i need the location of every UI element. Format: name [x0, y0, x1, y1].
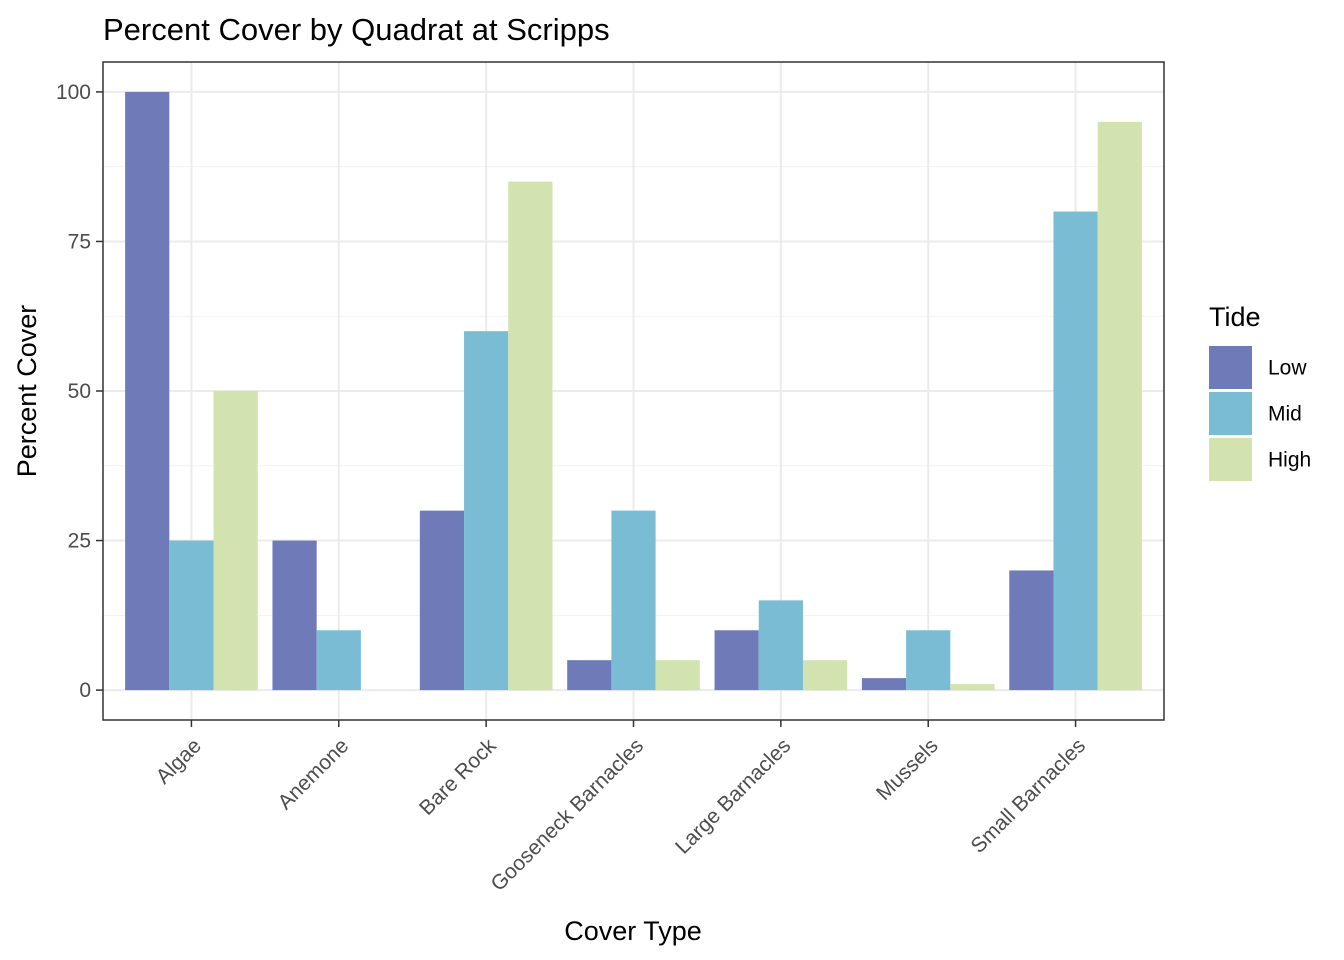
y-axis-title: Percent Cover [12, 305, 42, 478]
y-tick-label: 100 [56, 81, 91, 104]
bar-high-large-barnacles [802, 660, 848, 691]
x-axis-title: Cover Type [564, 916, 702, 946]
legend-label-low: Low [1268, 357, 1307, 380]
legend: Tide Low Mid High [1209, 302, 1311, 481]
chart-title: Percent Cover by Quadrat at Scripps [103, 12, 610, 47]
bar-low-bare-rock [419, 510, 465, 691]
bar-low-anemone [272, 540, 317, 691]
bar-high-bare-rock [508, 181, 553, 691]
bar-mid-large-barnacles [758, 600, 803, 691]
y-tick-label: 25 [68, 530, 91, 553]
y-axis: 0 25 50 75 100 [56, 81, 103, 702]
bar-low-large-barnacles [714, 630, 759, 691]
legend-label-mid: Mid [1268, 403, 1302, 426]
bar-high-algae [213, 391, 258, 691]
bar-mid-anemone [316, 630, 361, 691]
legend-key-low [1209, 346, 1252, 389]
legend-label-high: High [1268, 449, 1311, 472]
bar-mid-algae [169, 540, 214, 691]
bars [125, 91, 1142, 691]
legend-key-high [1209, 438, 1252, 481]
legend-title: Tide [1209, 302, 1261, 332]
bar-low-small-barnacles [1009, 570, 1054, 691]
bar-mid-gooseneck-barnacles [611, 510, 656, 691]
y-tick-label: 0 [79, 679, 91, 702]
bar-mid-bare-rock [464, 331, 509, 691]
bar-low-algae [125, 91, 170, 691]
y-tick-label: 50 [68, 380, 91, 403]
y-tick-label: 75 [68, 230, 91, 253]
bar-mid-mussels [906, 630, 951, 691]
bar-high-gooseneck-barnacles [655, 660, 700, 691]
legend-items: Low Mid High [1209, 346, 1311, 481]
legend-key-mid [1209, 392, 1252, 435]
bar-high-mussels [950, 684, 995, 691]
bar-mid-small-barnacles [1053, 211, 1098, 691]
bar-high-small-barnacles [1097, 121, 1142, 691]
bar-low-gooseneck-barnacles [567, 660, 612, 691]
bar-low-mussels [861, 678, 907, 691]
